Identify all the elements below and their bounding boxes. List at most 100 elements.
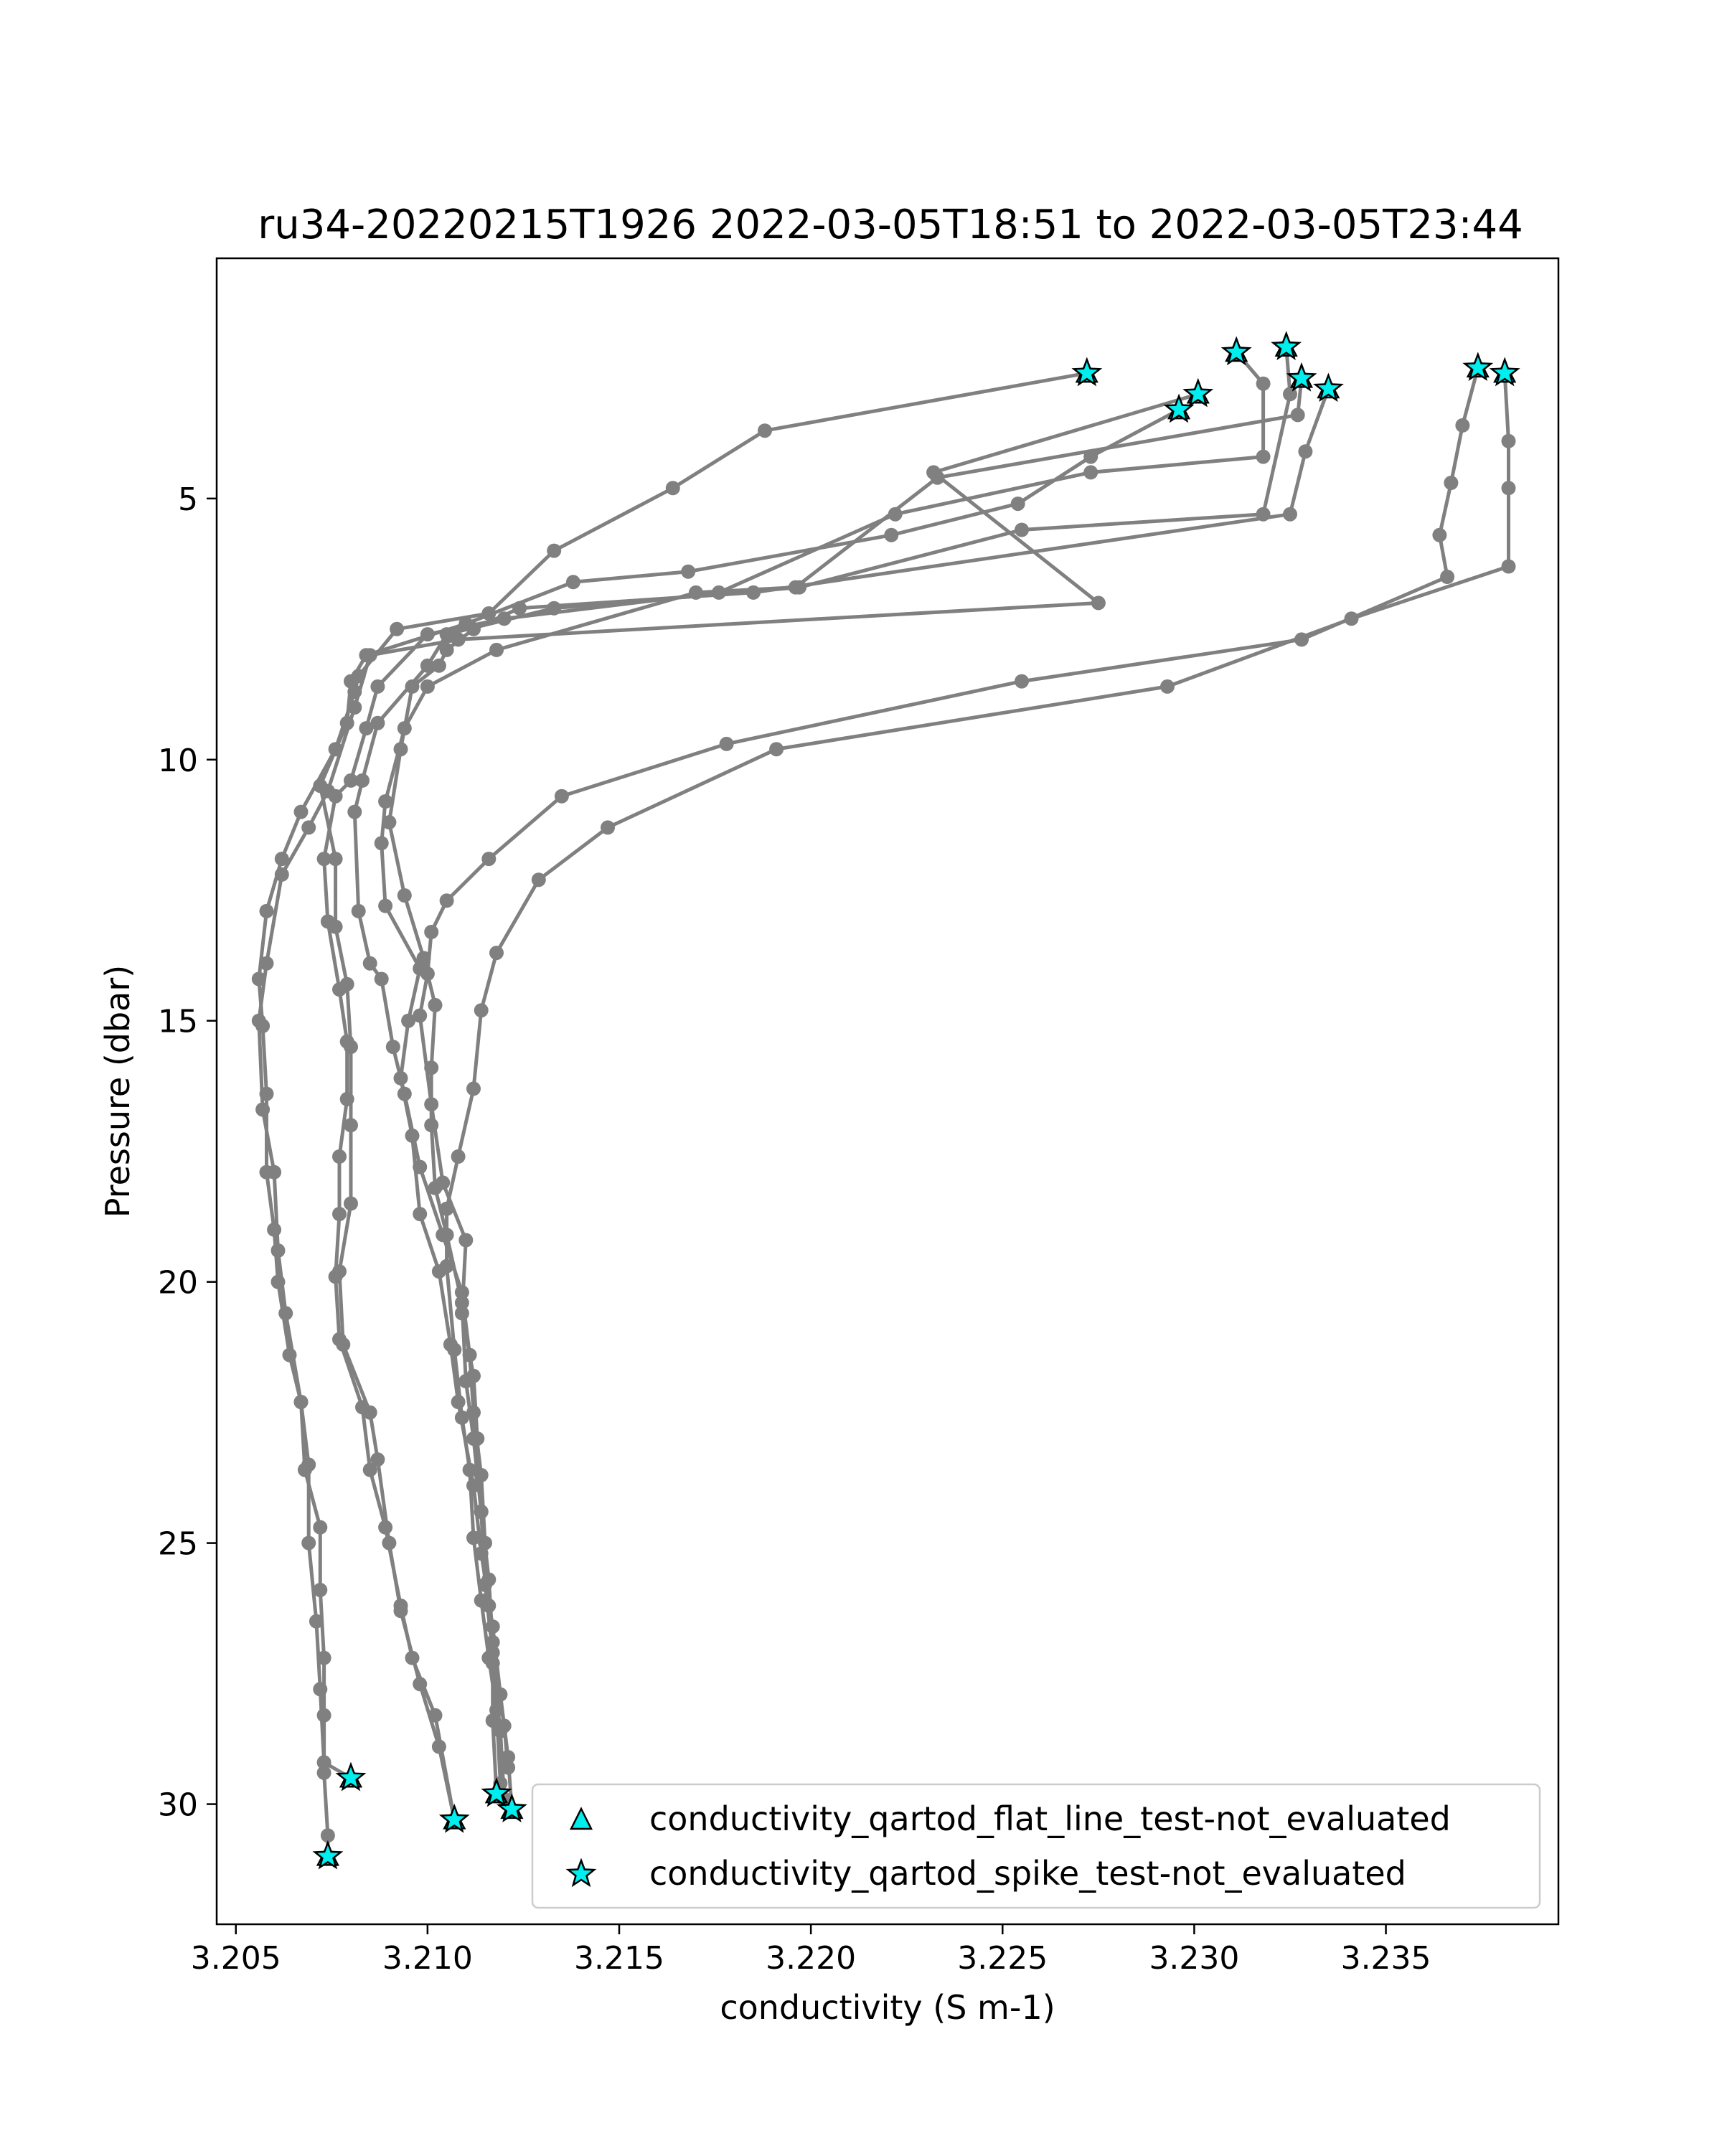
data-point — [405, 679, 420, 694]
data-point — [888, 507, 903, 522]
data-point — [454, 1295, 469, 1310]
data-point — [439, 1228, 454, 1243]
series-lines — [257, 347, 1510, 1857]
data-point — [293, 1395, 309, 1410]
data-point — [462, 1462, 477, 1477]
data-point — [416, 951, 431, 966]
data-point — [316, 1708, 331, 1723]
y-tick-label: 15 — [158, 1004, 198, 1040]
data-point — [301, 1535, 316, 1550]
data-point — [370, 1452, 385, 1467]
data-point — [413, 1677, 428, 1692]
data-point — [489, 946, 504, 961]
data-point — [665, 481, 680, 496]
profile-line-2 — [257, 392, 1199, 1780]
data-point — [332, 1149, 347, 1164]
data-point — [267, 1222, 282, 1237]
spike-test-marker — [481, 1777, 512, 1807]
data-point — [370, 679, 385, 694]
data-point — [270, 1274, 286, 1289]
data-point — [474, 1593, 489, 1608]
profile-line-9 — [445, 372, 1510, 1784]
data-point — [332, 982, 347, 997]
data-point — [255, 1102, 270, 1117]
data-point — [474, 1505, 489, 1519]
data-point — [485, 1619, 500, 1634]
data-point — [447, 1342, 462, 1357]
data-point — [481, 1650, 497, 1665]
spike-test-marker — [1182, 377, 1214, 408]
spike-test-marker — [1462, 352, 1494, 382]
data-point — [405, 1128, 420, 1143]
data-point — [316, 1650, 331, 1665]
data-point — [439, 627, 454, 642]
data-point — [466, 621, 481, 636]
x-tick-label: 3.225 — [957, 1940, 1048, 1977]
legend: conductivity_qartod_flat_line_test-not_e… — [531, 1783, 1541, 1909]
data-point — [424, 1060, 439, 1075]
y-tick-label: 5 — [178, 481, 198, 518]
data-point — [1344, 611, 1359, 626]
data-point — [378, 898, 393, 913]
data-point — [466, 1530, 481, 1545]
data-point — [339, 1091, 354, 1106]
data-point — [424, 925, 439, 939]
data-point — [769, 742, 784, 757]
data-point — [382, 1535, 397, 1550]
profile-line-6 — [380, 378, 1304, 1810]
data-point — [374, 971, 389, 987]
data-point — [332, 1207, 347, 1222]
data-point — [474, 1003, 489, 1018]
data-point — [313, 1583, 328, 1598]
data-point — [1501, 481, 1516, 496]
data-point — [351, 903, 366, 918]
data-point — [397, 888, 412, 903]
data-point — [493, 1687, 508, 1702]
data-point — [489, 642, 504, 657]
data-point — [501, 1760, 516, 1775]
data-point — [1083, 449, 1098, 464]
x-tick-label: 3.210 — [382, 1940, 473, 1977]
data-point — [431, 1739, 446, 1754]
data-point — [359, 721, 374, 736]
data-point — [316, 852, 331, 867]
data-point — [485, 1634, 500, 1649]
data-point — [1256, 507, 1271, 522]
data-point — [393, 1599, 408, 1613]
data-point — [355, 773, 370, 788]
spike-test-marker — [1489, 357, 1520, 387]
data-point — [531, 872, 546, 888]
legend-triangle-marker — [569, 1807, 593, 1830]
data-point — [378, 1520, 393, 1535]
data-point — [362, 956, 377, 971]
spike-test-marker — [1271, 331, 1302, 360]
data-point — [1432, 527, 1447, 542]
y-axis-ticks: 5 10 15 20 25 30 — [158, 481, 217, 1824]
data-point — [313, 778, 328, 794]
data-point — [436, 1175, 451, 1190]
data-point — [355, 1400, 370, 1415]
data-point — [439, 893, 454, 908]
data-point — [424, 1097, 439, 1112]
data-point — [309, 1614, 324, 1629]
data-point — [451, 632, 466, 647]
data-point — [401, 1013, 416, 1028]
data-point — [424, 1118, 439, 1133]
legend-entry-spike: conductivity_qartod_spike_test-not_evalu… — [649, 1854, 1406, 1893]
data-point — [259, 956, 274, 971]
legend-frame — [531, 1783, 1541, 1909]
data-point — [1298, 444, 1313, 459]
data-point — [378, 794, 393, 809]
data-point — [1455, 418, 1470, 433]
data-point — [390, 621, 405, 636]
data-point — [328, 1269, 343, 1284]
data-point — [1091, 596, 1106, 611]
data-point — [466, 1081, 481, 1096]
y-tick-label: 30 — [158, 1787, 198, 1824]
data-point — [681, 564, 696, 579]
data-point — [347, 804, 362, 819]
data-point — [439, 1258, 454, 1274]
data-point — [497, 611, 512, 626]
data-point — [547, 601, 562, 616]
data-point — [1440, 570, 1455, 584]
